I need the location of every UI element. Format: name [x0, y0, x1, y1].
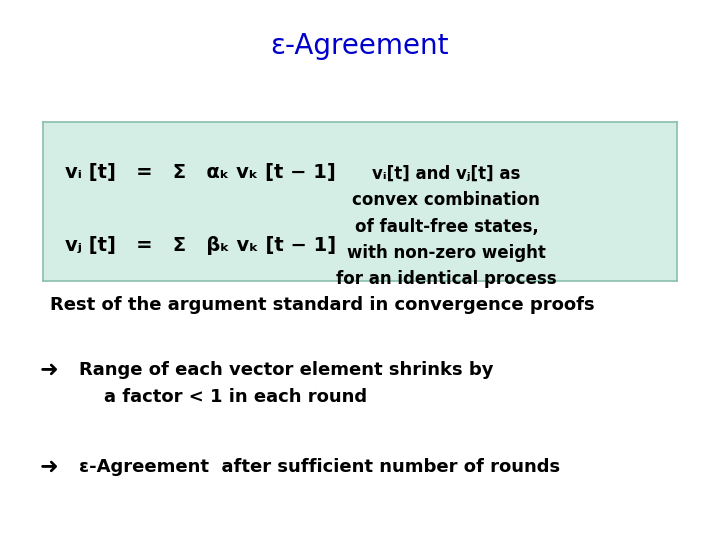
Text: a factor < 1 in each round: a factor < 1 in each round — [104, 388, 367, 406]
Text: ε-Agreement: ε-Agreement — [271, 32, 449, 60]
Text: vᵢ[t] and vⱼ[t] as
convex combination
of fault-free states,
with non-zero weight: vᵢ[t] and vⱼ[t] as convex combination of… — [336, 165, 557, 288]
Text: ➜: ➜ — [40, 360, 58, 380]
Text: ➜: ➜ — [40, 457, 58, 477]
Text: Rest of the argument standard in convergence proofs: Rest of the argument standard in converg… — [50, 296, 595, 314]
Text: Range of each vector element shrinks by: Range of each vector element shrinks by — [79, 361, 494, 379]
Text: vᵢ [t]   =   Σ   αₖ vₖ [t − 1]: vᵢ [t] = Σ αₖ vₖ [t − 1] — [65, 163, 336, 183]
Text: vⱼ [t]   =   Σ   βₖ vₖ [t − 1]: vⱼ [t] = Σ βₖ vₖ [t − 1] — [65, 236, 336, 255]
Text: ε-Agreement  after sufficient number of rounds: ε-Agreement after sufficient number of r… — [79, 458, 560, 476]
